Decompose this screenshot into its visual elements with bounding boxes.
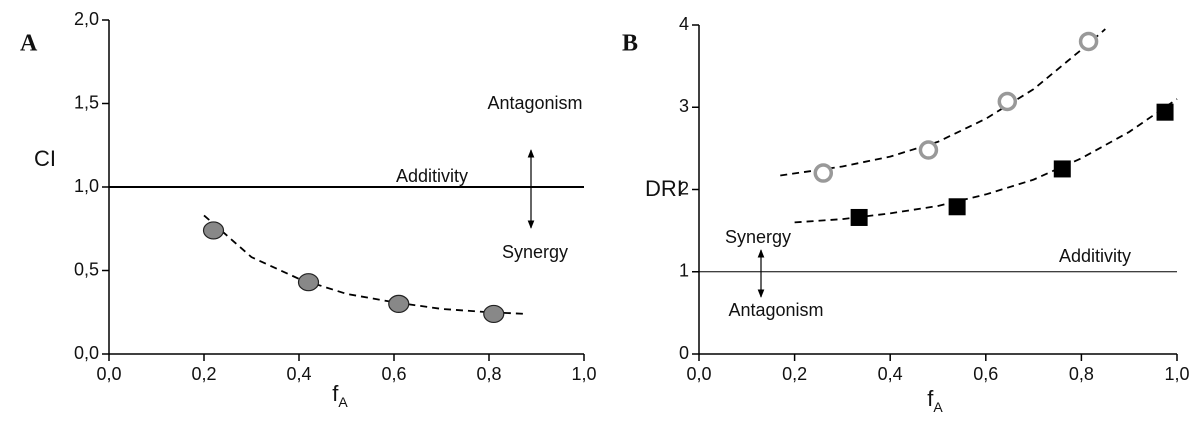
x-tick-label: 0,0 bbox=[96, 364, 121, 384]
x-tick-label: 0,6 bbox=[973, 364, 998, 384]
data-point bbox=[388, 294, 410, 313]
y-axis-label: DRI bbox=[645, 176, 683, 201]
x-tick-label: 1,0 bbox=[1164, 364, 1189, 384]
data-point bbox=[202, 221, 225, 240]
annotation: Additivity bbox=[1059, 246, 1131, 266]
annotation: Antagonism bbox=[728, 300, 823, 320]
x-tick-label: 0,6 bbox=[381, 364, 406, 384]
y-tick-label: 0 bbox=[679, 343, 689, 363]
x-axis-label-main: f bbox=[927, 386, 934, 411]
y-tick-label: 3 bbox=[679, 96, 689, 116]
x-tick-label: 0,2 bbox=[782, 364, 807, 384]
x-tick-label: 0,4 bbox=[286, 364, 311, 384]
data-point bbox=[297, 273, 320, 292]
data-point bbox=[948, 198, 966, 216]
data-point bbox=[813, 163, 834, 183]
y-tick-label: 1,5 bbox=[74, 92, 99, 112]
data-point bbox=[483, 304, 505, 324]
y-tick-label: 0,5 bbox=[74, 259, 99, 279]
x-tick-label: 1,0 bbox=[571, 364, 596, 384]
x-axis-label: fA bbox=[332, 381, 348, 410]
annotation: Additivity bbox=[396, 166, 468, 186]
x-axis-label-subscript: A bbox=[338, 394, 348, 410]
data-point bbox=[1053, 160, 1071, 178]
y-tick-label: 4 bbox=[679, 14, 689, 34]
fit-curve bbox=[203, 214, 528, 315]
x-tick-label: 0,8 bbox=[1069, 364, 1094, 384]
annotation: Synergy bbox=[502, 242, 568, 262]
x-tick-label: 0,0 bbox=[686, 364, 711, 384]
data-point bbox=[997, 91, 1018, 112]
data-point bbox=[850, 208, 868, 226]
fit-curve bbox=[794, 98, 1178, 224]
y-axis-label: CI bbox=[34, 146, 56, 171]
y-tick-label: 1,0 bbox=[74, 176, 99, 196]
y-tick-label: 2 bbox=[679, 178, 689, 198]
panel-label: B bbox=[622, 31, 638, 57]
fit-curve bbox=[780, 28, 1106, 177]
panel-label: A bbox=[20, 31, 38, 57]
x-axis-label-subscript: A bbox=[933, 399, 943, 415]
annotation: Antagonism bbox=[487, 93, 582, 113]
x-axis-label-main: f bbox=[332, 381, 339, 406]
data-point bbox=[1156, 103, 1174, 121]
x-tick-label: 0,2 bbox=[191, 364, 216, 384]
y-tick-label: 2,0 bbox=[74, 9, 99, 29]
y-tick-label: 0,0 bbox=[74, 343, 99, 363]
x-tick-label: 0,8 bbox=[476, 364, 501, 384]
x-axis-label: fA bbox=[927, 386, 943, 415]
annotation: Synergy bbox=[725, 227, 791, 247]
x-tick-label: 0,4 bbox=[878, 364, 903, 384]
data-point bbox=[918, 140, 939, 160]
data-point bbox=[1078, 31, 1099, 52]
y-tick-label: 1 bbox=[679, 261, 689, 281]
